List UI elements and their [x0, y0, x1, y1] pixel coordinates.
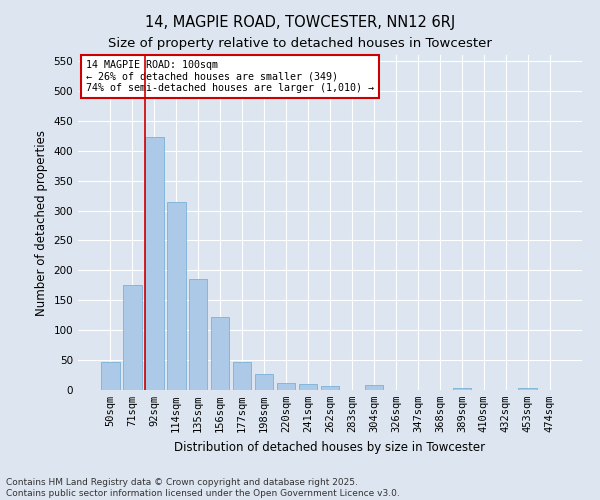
- Bar: [518, 388, 537, 390]
- Bar: [255, 374, 274, 390]
- Text: 14, MAGPIE ROAD, TOWCESTER, NN12 6RJ: 14, MAGPIE ROAD, TOWCESTER, NN12 6RJ: [145, 15, 455, 30]
- Text: Contains HM Land Registry data © Crown copyright and database right 2025.
Contai: Contains HM Land Registry data © Crown c…: [6, 478, 400, 498]
- Bar: [365, 384, 383, 390]
- X-axis label: Distribution of detached houses by size in Towcester: Distribution of detached houses by size …: [175, 440, 485, 454]
- Bar: [167, 202, 185, 390]
- Text: Size of property relative to detached houses in Towcester: Size of property relative to detached ho…: [108, 38, 492, 51]
- Y-axis label: Number of detached properties: Number of detached properties: [35, 130, 48, 316]
- Bar: [145, 137, 164, 390]
- Bar: [299, 384, 317, 390]
- Bar: [189, 278, 208, 390]
- Bar: [101, 362, 119, 390]
- Text: 14 MAGPIE ROAD: 100sqm
← 26% of detached houses are smaller (349)
74% of semi-de: 14 MAGPIE ROAD: 100sqm ← 26% of detached…: [86, 60, 374, 93]
- Bar: [233, 362, 251, 390]
- Bar: [320, 386, 340, 390]
- Bar: [123, 284, 142, 390]
- Bar: [277, 384, 295, 390]
- Bar: [211, 317, 229, 390]
- Bar: [452, 388, 471, 390]
